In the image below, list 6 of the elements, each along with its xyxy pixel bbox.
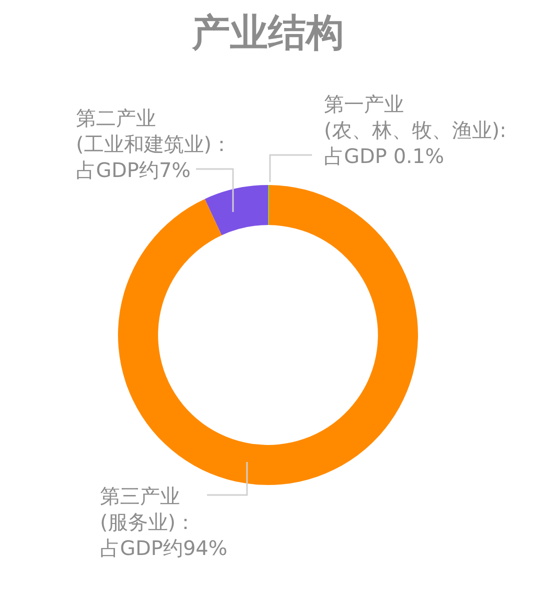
donut-slice: [118, 185, 418, 485]
slice-label: 第二产业 (工业和建筑业)：占GDP约7%: [76, 106, 232, 182]
chart-title: 产业结构: [191, 10, 344, 54]
donut-slice: [204, 185, 268, 236]
slice-label: 第三产业 (服务业)：占GDP约94%: [100, 484, 228, 560]
slice-label: 第一产业 (农、林、牧、渔业): 占GDP 0.1%: [324, 92, 506, 168]
